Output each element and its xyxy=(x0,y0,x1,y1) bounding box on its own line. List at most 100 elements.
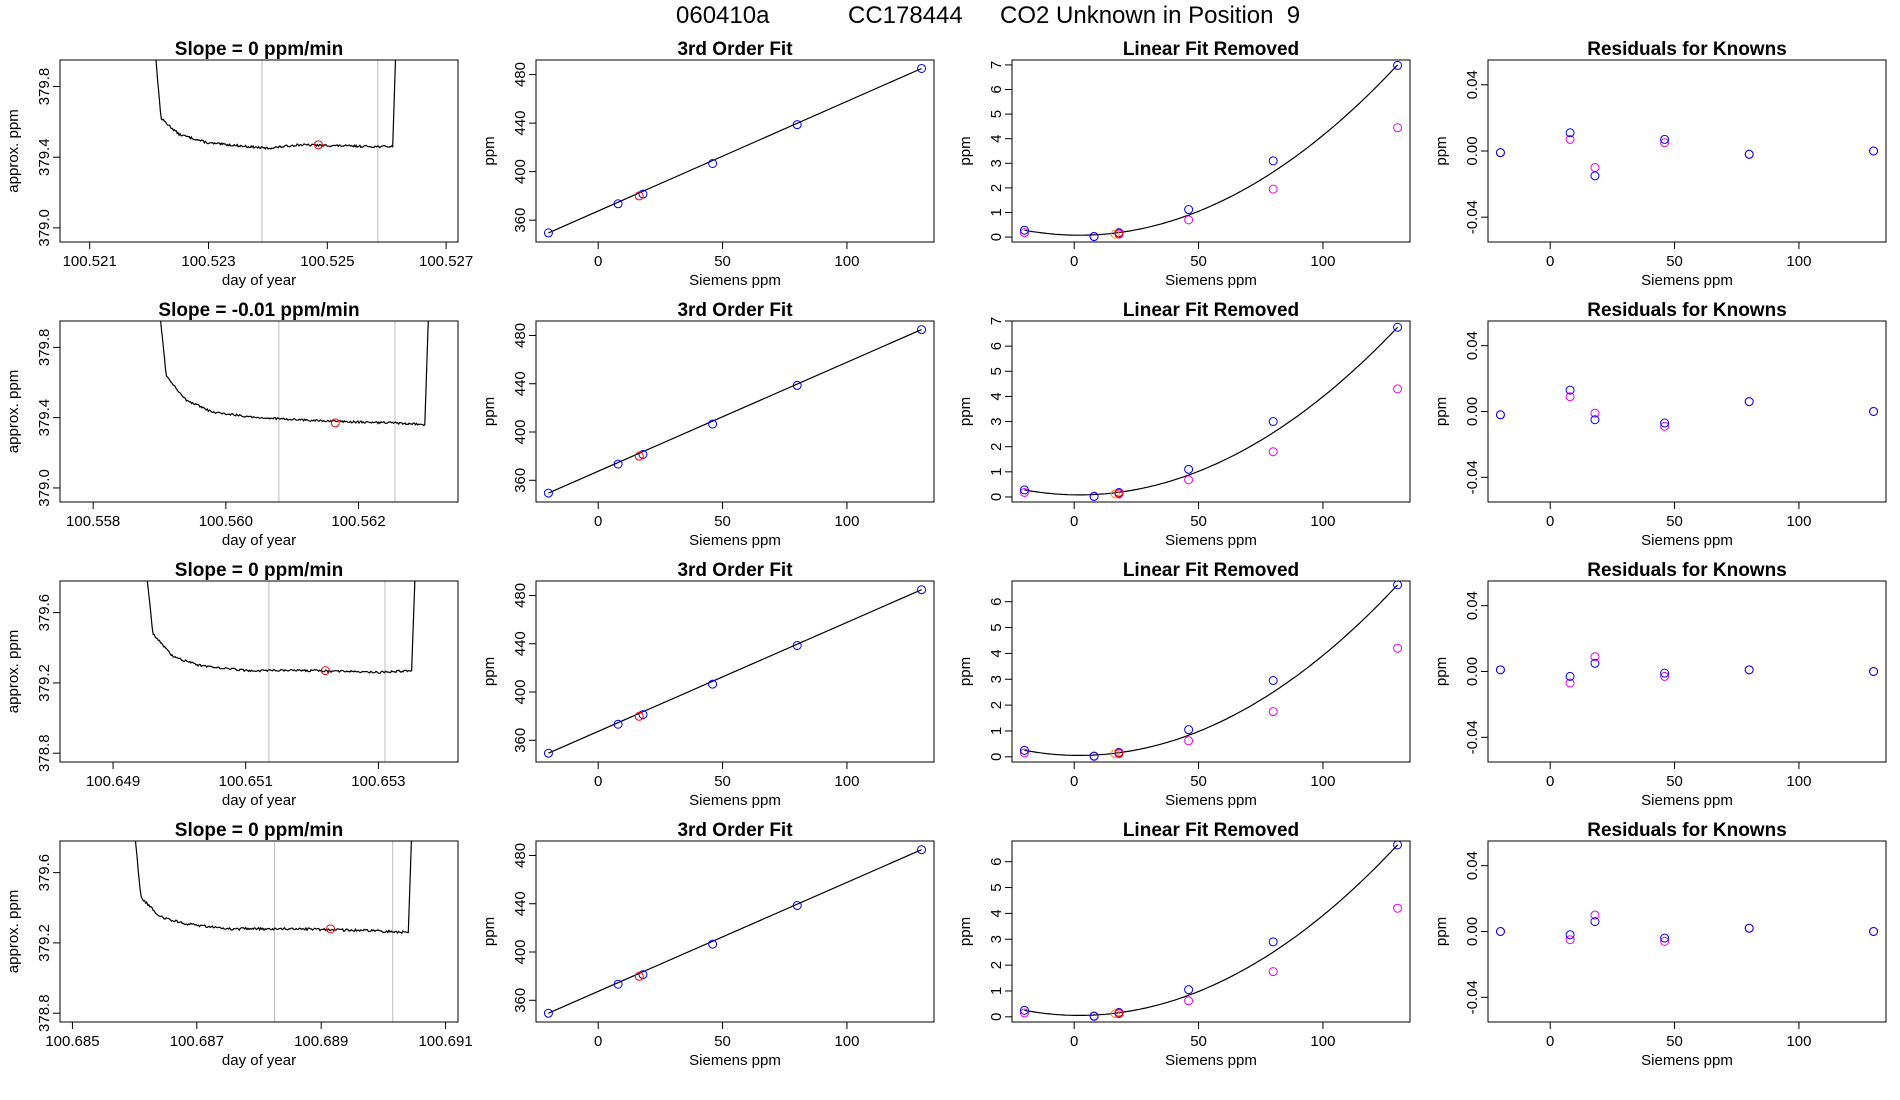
y-tick-label: 0.04 xyxy=(1464,591,1481,620)
residual-point-alt xyxy=(1565,392,1575,402)
cylinder-id: CC178444 xyxy=(848,2,963,29)
y-tick-label: 0.04 xyxy=(1464,70,1481,99)
y-tick-label: 5 xyxy=(988,883,1005,891)
residual-point xyxy=(1660,933,1670,943)
unknown-sample-point xyxy=(1114,228,1124,238)
known-point-alt xyxy=(1393,903,1403,913)
y-tick-label: 4 xyxy=(988,649,1005,657)
plot-frame xyxy=(59,840,459,1023)
plot-area xyxy=(146,581,416,762)
plot-area xyxy=(543,585,927,758)
x-tick-label: 100.687 xyxy=(170,1033,224,1050)
y-tick-label: 6 xyxy=(988,598,1005,606)
x-tick-label: 100.521 xyxy=(63,253,117,270)
x-tick-label: 100 xyxy=(1310,253,1335,270)
known-standard-point xyxy=(543,228,553,238)
unknown-sample-point xyxy=(1114,748,1124,758)
y-tick-label: 379.0 xyxy=(36,209,53,247)
panel-title: Slope = 0 ppm/min xyxy=(175,560,343,581)
residual-point xyxy=(1660,668,1670,678)
panel-linear_removed-row-1: Linear Fit Removed 0 50 100 0 1 2 3 4 5 6 7 Siemens … xyxy=(957,39,1411,289)
known-point-alt xyxy=(1268,967,1278,977)
y-tick-label: -0.04 xyxy=(1464,980,1481,1014)
residual-point-alt xyxy=(1565,935,1575,945)
y-tick-label: 379.4 xyxy=(36,399,53,437)
y-tick-label: 379.4 xyxy=(36,138,53,176)
x-tick-label: 100.651 xyxy=(219,773,273,790)
x-tick-label: 100.523 xyxy=(181,253,235,270)
residual-point xyxy=(1565,385,1575,395)
x-axis-label: Siemens ppm xyxy=(689,1052,781,1069)
panel-title: 3rd Order Fit xyxy=(677,39,793,60)
plot-frame xyxy=(1487,59,1887,243)
known-standard-point xyxy=(613,459,623,469)
unknown-sample-point xyxy=(1110,229,1120,239)
known-point-alt xyxy=(1019,487,1029,497)
plot-area xyxy=(543,325,927,498)
known-standard-point xyxy=(1184,464,1194,474)
y-tick-label: 6 xyxy=(988,858,1005,866)
x-tick-label: 0 xyxy=(1546,773,1554,790)
x-tick-label: 50 xyxy=(1190,1033,1207,1050)
known-standard-point xyxy=(543,748,553,758)
known-standard-point xyxy=(708,419,718,429)
known-point-alt xyxy=(1393,384,1403,394)
y-tick-label: 0 xyxy=(988,233,1005,241)
x-tick-label: 100 xyxy=(1786,253,1811,270)
residual-point xyxy=(1744,923,1754,933)
residual-point xyxy=(1565,128,1575,138)
y-tick-label: 0.00 xyxy=(1464,397,1481,426)
panel-title: Linear Fit Removed xyxy=(1123,39,1299,60)
panel-title: Residuals for Knowns xyxy=(1587,39,1787,60)
x-tick-label: 0 xyxy=(594,513,602,530)
unknown-sample-point xyxy=(1110,1009,1120,1019)
plot-frame xyxy=(1487,840,1887,1023)
y-tick-label: 4 xyxy=(988,909,1005,917)
x-tick-label: 50 xyxy=(1666,773,1683,790)
sample-average-point xyxy=(313,140,323,150)
x-tick-label: 100 xyxy=(1310,513,1335,530)
fit-curve xyxy=(548,329,922,494)
concentration-trace xyxy=(155,60,397,150)
y-tick-label: 480 xyxy=(512,62,529,87)
plot-frame xyxy=(59,59,459,243)
known-standard-point xyxy=(543,488,553,498)
x-tick-label: 100.525 xyxy=(300,253,354,270)
y-tick-label: 440 xyxy=(512,111,529,136)
plot-area xyxy=(1495,910,1879,946)
y-tick-label: 379.0 xyxy=(36,469,53,507)
panel-linear_removed-row-2: Linear Fit Removed 0 50 100 0 1 2 3 4 5 6 7 Siemens … xyxy=(957,300,1411,549)
unknown-sample-point xyxy=(1110,489,1120,499)
x-tick-label: 0 xyxy=(1070,1033,1078,1050)
fit-curve xyxy=(548,589,922,754)
x-tick-label: 100 xyxy=(834,253,859,270)
unknown-sample-point xyxy=(634,971,644,981)
panel-residuals-row-1: Residuals for Knowns 0 50 100 -0.04 0.00 0.04 S… xyxy=(1433,39,1887,289)
known-standard-point xyxy=(1268,417,1278,427)
panel-title: 3rd Order Fit xyxy=(677,560,793,581)
plot-frame xyxy=(59,580,459,763)
y-tick-label: 378.8 xyxy=(36,994,53,1032)
panel-linear_removed-row-3: Linear Fit Removed 0 50 100 0 1 2 3 4 5 6 Siemens p… xyxy=(957,560,1411,809)
y-axis-label: approx. ppm xyxy=(5,370,22,453)
y-tick-label: 360 xyxy=(512,988,529,1013)
residual-point xyxy=(1495,665,1505,675)
unknown-sample-point xyxy=(1110,749,1120,759)
known-point-alt xyxy=(1184,736,1194,746)
figure-description: CO2 Unknown in Position 9 xyxy=(1000,2,1301,29)
plot-area xyxy=(543,63,927,238)
y-tick-label: 360 xyxy=(512,728,529,753)
x-axis-label: Siemens ppm xyxy=(1165,532,1257,549)
x-axis-label: day of year xyxy=(222,532,296,549)
known-standard-point xyxy=(1268,676,1278,686)
panel-trace-row-3: Slope = 0 ppm/min 100.649 100.651 100.653 37… xyxy=(5,560,459,809)
y-tick-label: 440 xyxy=(512,631,529,656)
panel-title: Linear Fit Removed xyxy=(1123,820,1299,841)
y-tick-label: 7 xyxy=(988,61,1005,69)
y-axis-label: ppm xyxy=(481,917,498,946)
panel-title: Slope = 0 ppm/min xyxy=(175,39,343,60)
x-tick-label: 50 xyxy=(1666,1033,1683,1050)
residual-point xyxy=(1869,407,1879,416)
known-standard-point xyxy=(917,63,927,73)
x-tick-label: 50 xyxy=(1190,513,1207,530)
